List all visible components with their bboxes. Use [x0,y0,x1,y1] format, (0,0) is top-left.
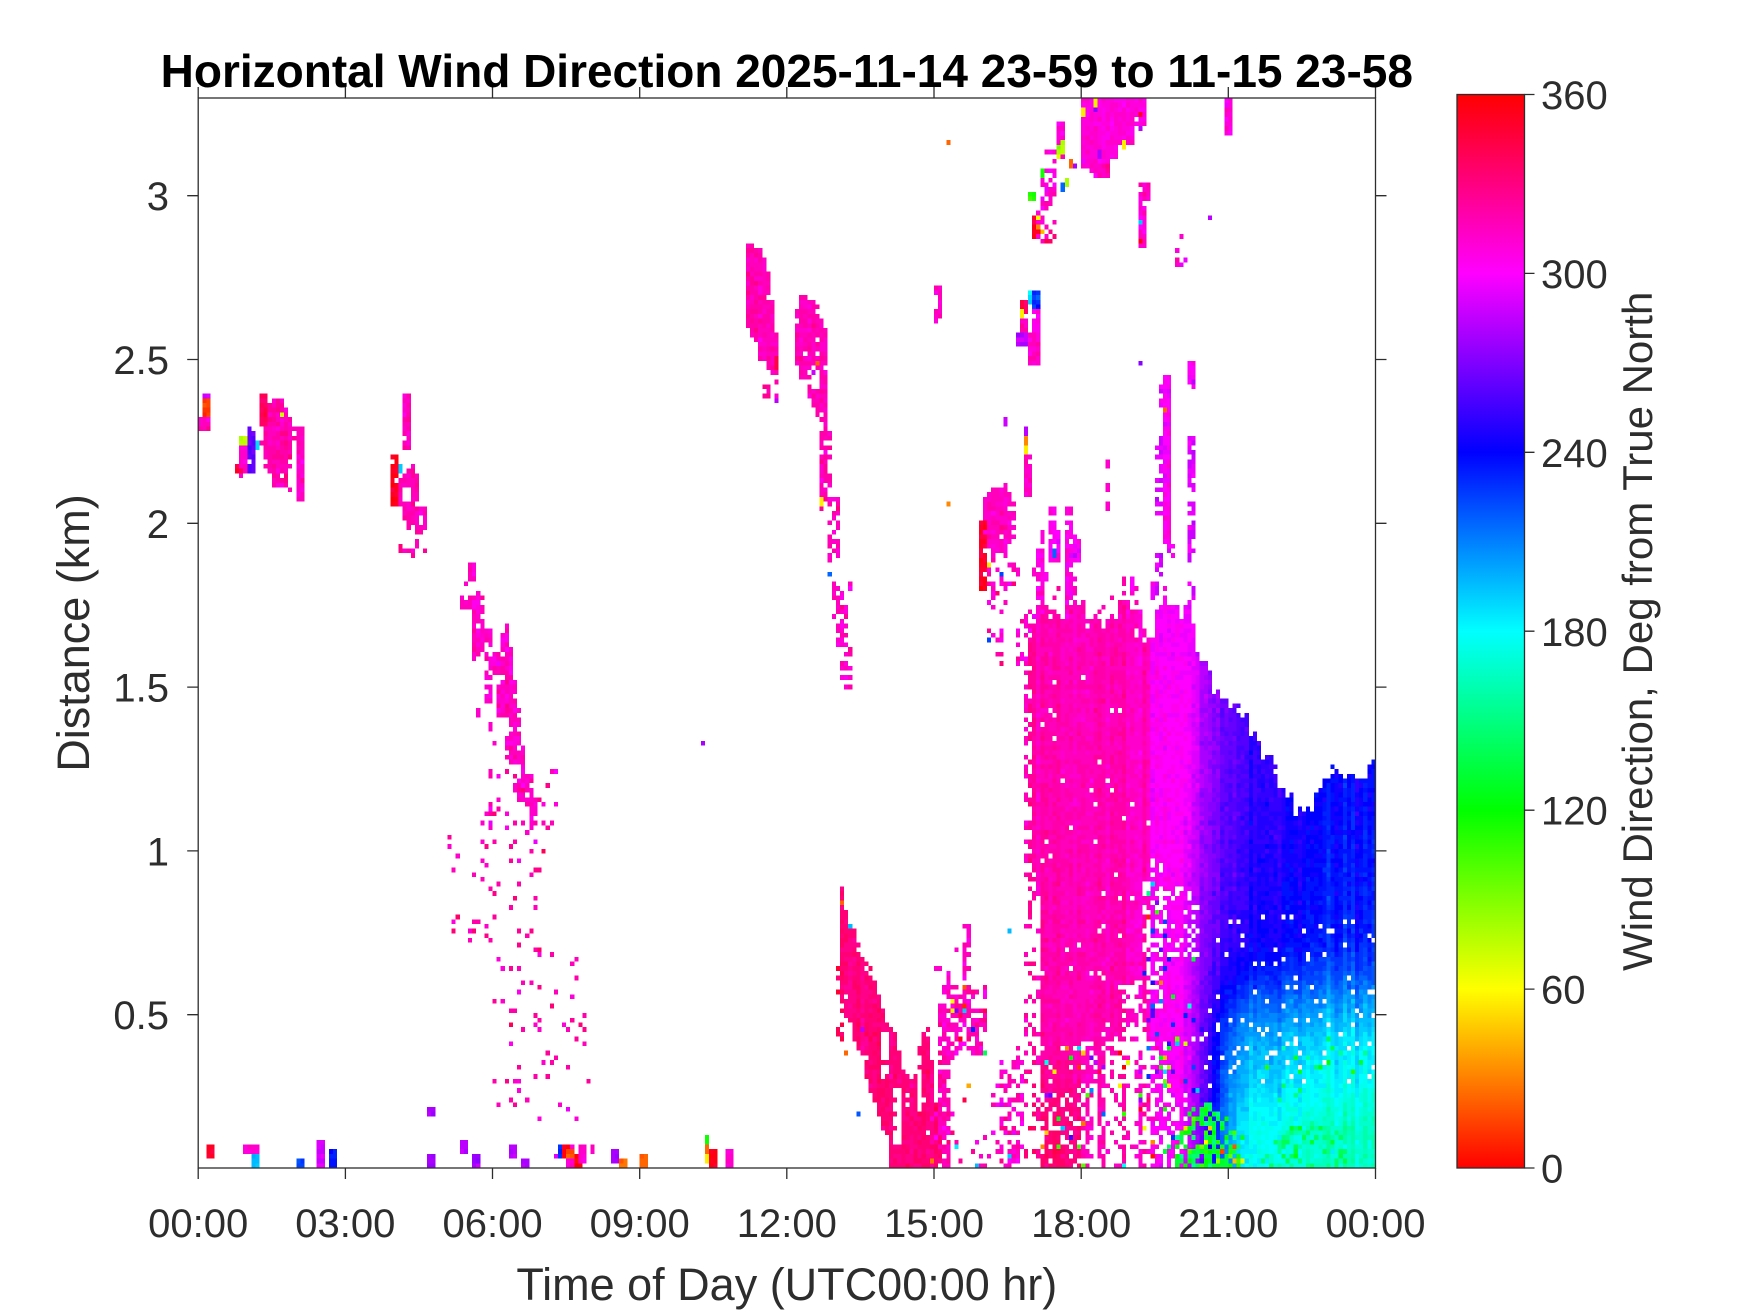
svg-text:06:00: 06:00 [442,1202,542,1246]
svg-text:0: 0 [1541,1148,1563,1192]
svg-text:0.5: 0.5 [113,994,169,1038]
svg-text:Wind Direction, Deg from True: Wind Direction, Deg from True North [1614,292,1661,971]
svg-text:360: 360 [1541,74,1608,118]
svg-text:60: 60 [1541,969,1586,1013]
svg-text:1: 1 [147,830,169,874]
svg-text:3: 3 [147,175,169,219]
svg-text:00:00: 00:00 [148,1202,248,1246]
svg-text:21:00: 21:00 [1178,1202,1278,1246]
svg-text:09:00: 09:00 [590,1202,690,1246]
svg-text:18:00: 18:00 [1031,1202,1131,1246]
svg-text:03:00: 03:00 [295,1202,395,1246]
svg-text:240: 240 [1541,432,1608,476]
svg-text:15:00: 15:00 [884,1202,984,1246]
svg-text:2: 2 [147,503,169,547]
svg-text:Horizontal Wind Direction 2025: Horizontal Wind Direction 2025-11-14 23-… [161,45,1413,97]
svg-text:Distance (km): Distance (km) [48,494,99,772]
svg-text:180: 180 [1541,611,1608,655]
svg-text:2.5: 2.5 [113,339,169,383]
svg-text:1.5: 1.5 [113,667,169,711]
svg-text:300: 300 [1541,253,1608,297]
svg-text:Time of Day (UTC00:00 hr): Time of Day (UTC00:00 hr) [516,1259,1057,1310]
svg-text:120: 120 [1541,790,1608,834]
svg-text:12:00: 12:00 [737,1202,837,1246]
svg-text:00:00: 00:00 [1325,1202,1425,1246]
